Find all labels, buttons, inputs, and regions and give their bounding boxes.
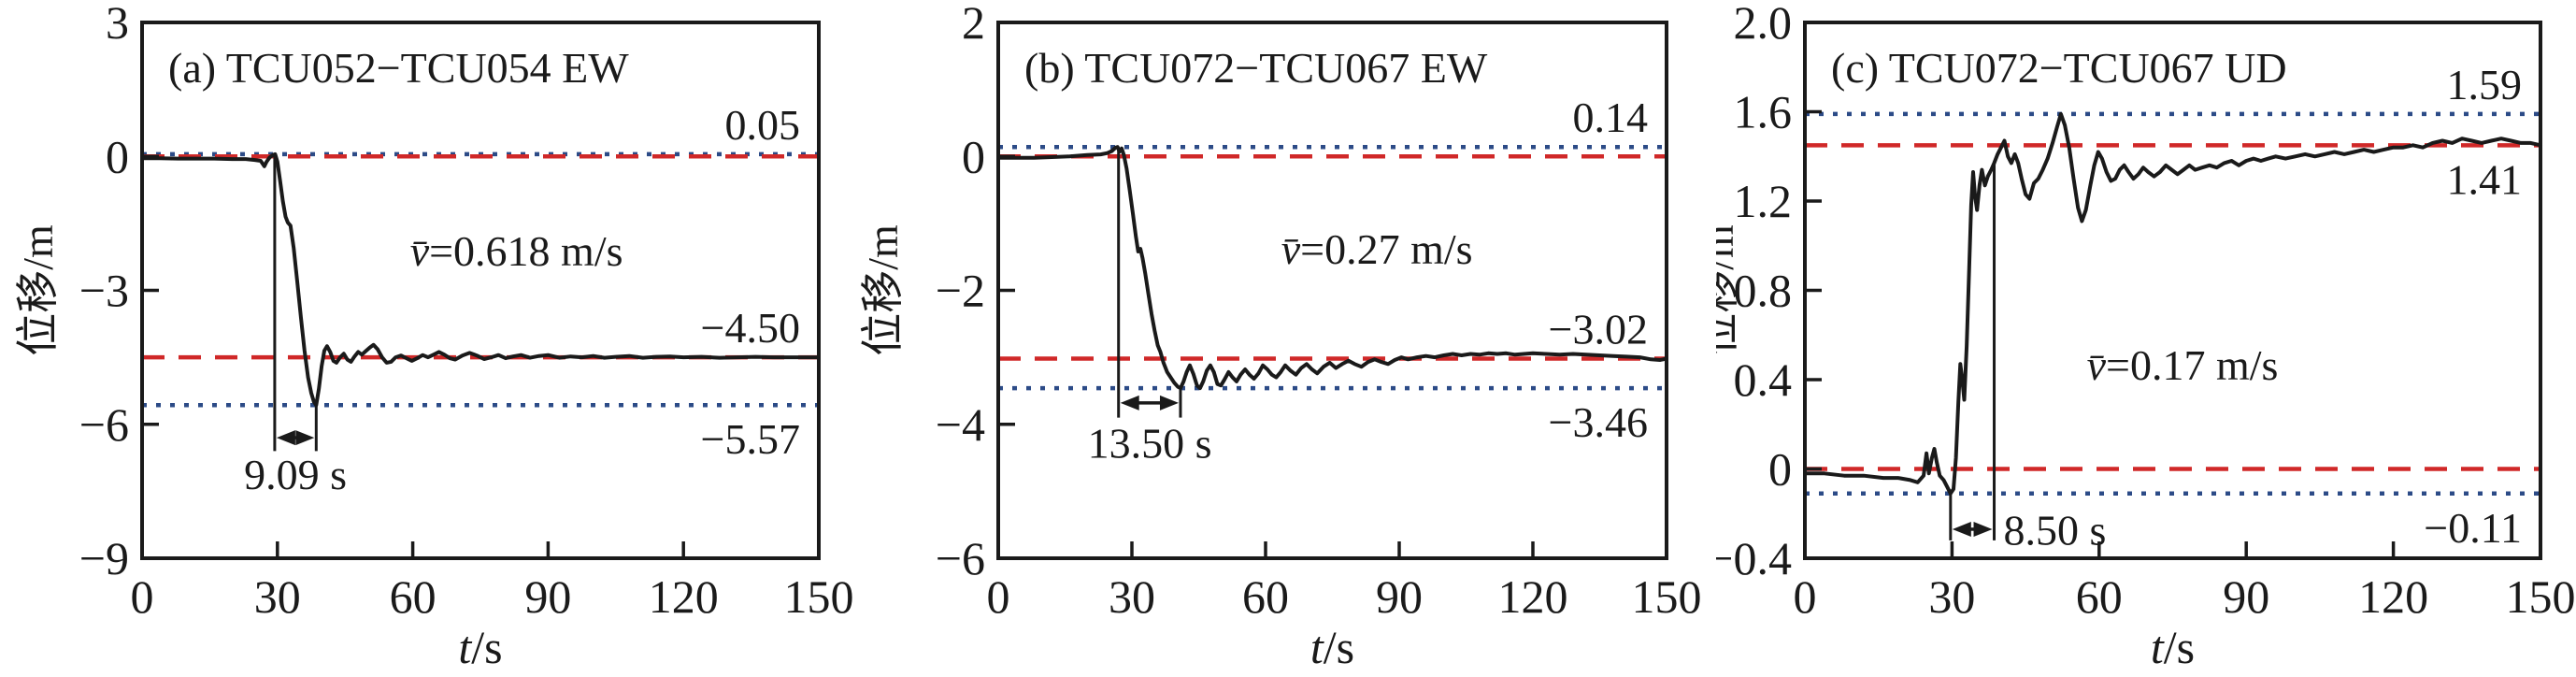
x-tick-label: 120 [649,570,719,623]
x-tick-label: 60 [390,570,436,623]
chart-panel-c: 1.59 1.41 −0.11 8.50 s v̄=0.17 m/s 0 30 60 90 120… [1716,0,2576,673]
panel-title: (a) TCU052−TCU054 EW [168,44,629,92]
displacement-series [140,151,821,408]
chart-panel-a: 0.05−4.50−5.579.09 sv̄=0.618 m/s0 30 60 90 1… [14,0,854,673]
plot-border [996,21,1668,560]
x-tick-label: 30 [1928,570,1975,623]
panel-title: (b) TCU072−TCU067 EW [1024,44,1488,92]
duration-arrowhead-right [1159,395,1179,411]
duration-arrowhead-right [295,430,315,446]
velocity-annotation: v̄=0.618 m/s [410,227,623,275]
duration-arrowhead-left [276,430,295,446]
duration-arrowhead-right [1973,521,1993,537]
ref-line-value-label: 0.05 [725,101,801,149]
y-axis-label: 位移/m [860,224,907,356]
x-tick-label: 120 [1498,570,1568,623]
y-tick-label: −0.4 [1716,532,1792,584]
y-tick-label: −6 [79,398,129,451]
y-tick-label: 1.6 [1734,86,1793,138]
y-tick-label: −4 [936,398,985,451]
x-tick-label: 150 [1632,570,1702,623]
y-tick-label: 1.2 [1734,175,1793,227]
y-tick-label: −3 [79,265,129,317]
y-tick-label: −9 [79,532,129,584]
ref-line-value-label: −3.46 [1549,398,1648,446]
duration-label: 9.09 s [244,451,347,498]
panel-c: 1.59 1.41 −0.11 8.50 s v̄=0.17 m/s 0 30 60 90 120… [1716,0,2576,677]
plot-border [1803,21,2542,560]
x-axis-label: t/s [458,621,502,673]
x-tick-label: 0 [131,570,154,623]
y-tick-label: 0 [1768,443,1792,496]
x-tick-label: 120 [2358,570,2428,623]
x-tick-label: 0 [1794,570,1817,623]
y-tick-label: 2.0 [1734,0,1793,49]
duration-arrowhead-left [1120,395,1139,411]
ref-line-value-label: 0.14 [1573,94,1649,141]
velocity-annotation: v̄=0.27 m/s [1281,225,1473,273]
x-tick-label: 60 [2076,570,2123,623]
y-axis-label: 位移/m [1716,224,1742,356]
y-tick-label: 0.8 [1734,265,1793,317]
panel-title: (c) TCU072−TCU067 UD [1831,44,2287,92]
panel-b: 0.14 −3.02 −3.46 13.50 s v̄=0.27 m/s 0 30 60 90 1… [860,0,1716,677]
ref-line-value-label: 1.41 [2447,155,2523,203]
displacement-series [1803,111,2542,496]
duration-arrowhead-left [1952,521,1971,537]
duration-label: 13.50 s [1088,420,1212,468]
velocity-annotation: v̄=0.17 m/s [2087,341,2279,389]
y-tick-label: 0 [962,130,985,182]
y-tick-label: 3 [106,0,129,49]
chart-panel-b: 0.14 −3.02 −3.46 13.50 s v̄=0.27 m/s 0 30 60 90 1… [860,0,1702,673]
x-tick-label: 150 [2506,570,2576,623]
y-tick-label: 0.4 [1734,353,1793,406]
ref-line-value-label: −5.57 [701,415,800,463]
x-tick-label: 0 [987,570,1010,623]
panel-a: 0.05 −4.50 −5.57 9.09 s v̄=0.618 m/s 0 30 60 90 1… [0,0,860,677]
ref-line-value-label: −4.50 [701,304,800,352]
displacement-series [996,145,1668,391]
y-tick-label: −2 [936,265,985,317]
x-axis-label: t/s [1310,621,1354,673]
x-axis-label: t/s [2151,621,2195,673]
x-tick-label: 150 [784,570,854,623]
y-axis-label: 位移/m [14,224,62,356]
x-tick-label: 30 [1109,570,1155,623]
ref-line-value-label: −0.11 [2424,504,2522,552]
y-tick-label: 0 [106,130,129,182]
x-tick-label: 60 [1242,570,1289,623]
y-tick-label: 2 [962,0,985,49]
duration-label: 8.50 s [2003,507,2106,555]
x-tick-label: 30 [254,570,301,623]
x-tick-label: 90 [2223,570,2269,623]
x-tick-label: 90 [524,570,571,623]
ref-line-value-label: 1.59 [2447,61,2523,108]
x-tick-label: 90 [1376,570,1423,623]
y-tick-label: −6 [936,532,985,584]
ref-line-value-label: −3.02 [1549,306,1648,353]
